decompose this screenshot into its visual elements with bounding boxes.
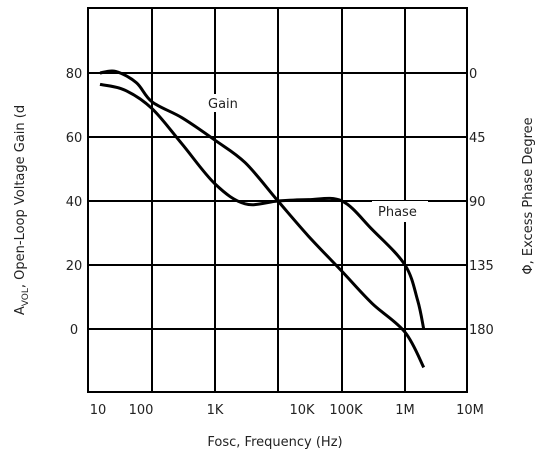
gain-curve [99,69,426,369]
y-right-tick-label: 45 [469,131,486,146]
y-left-tick-label: 40 [66,195,83,210]
y-left-axis-title-sub: VOL [21,288,31,306]
x-axis-title: Fosc, Frequency (Hz) [207,435,342,450]
x-tick-label: 1K [207,403,224,418]
y-left-axis-title: AVOL, Open-Loop Voltage Gain (d [13,105,31,315]
x-tick-label: 100K [329,403,363,418]
phase-curve-label: Phase [378,205,417,220]
y-right-tick-background [468,129,486,145]
y-right-tick-background [468,193,486,209]
gain-curve-label: Gain [208,97,238,112]
y-left-tick-label: 80 [66,67,83,82]
gain-label-background [204,94,244,112]
y-right-tick-label: 90 [469,195,486,210]
y-left-axis-title-rest: , Open-Loop Voltage Gain (d [13,105,28,288]
y-right-tick-label: 180 [469,323,494,338]
phase-label-background [372,201,428,222]
y-left-tick-labels: 80 60 40 20 0 [66,67,83,338]
y-left-tick-label: 20 [66,259,83,274]
x-tick-label: 10M [456,403,484,418]
x-tick-label: 10 [90,403,107,418]
y-right-tick-labels: 0 45 90 135 180 [468,65,494,338]
plot-frame [87,7,468,393]
phase-curve [99,82,426,330]
y-right-tick-label: 135 [469,259,494,274]
y-right-tick-background [468,321,494,337]
y-right-axis-title: Φ, Excess Phase Degree [521,117,536,274]
x-tick-label: 1M [395,403,415,418]
y-right-tick-label: 0 [469,67,477,82]
y-right-tick-background [468,257,494,273]
y-right-tick-background [468,65,478,81]
x-tick-label: 100 [129,403,154,418]
y-left-tick-label: 60 [66,131,83,146]
y-left-tick-label: 0 [70,323,78,338]
x-tick-labels: 10 100 1K 10K 100K 1M 10M [90,403,484,418]
curves [99,69,426,369]
y-left-axis-title-main: A [13,306,28,315]
x-tick-label: 10K [289,403,315,418]
